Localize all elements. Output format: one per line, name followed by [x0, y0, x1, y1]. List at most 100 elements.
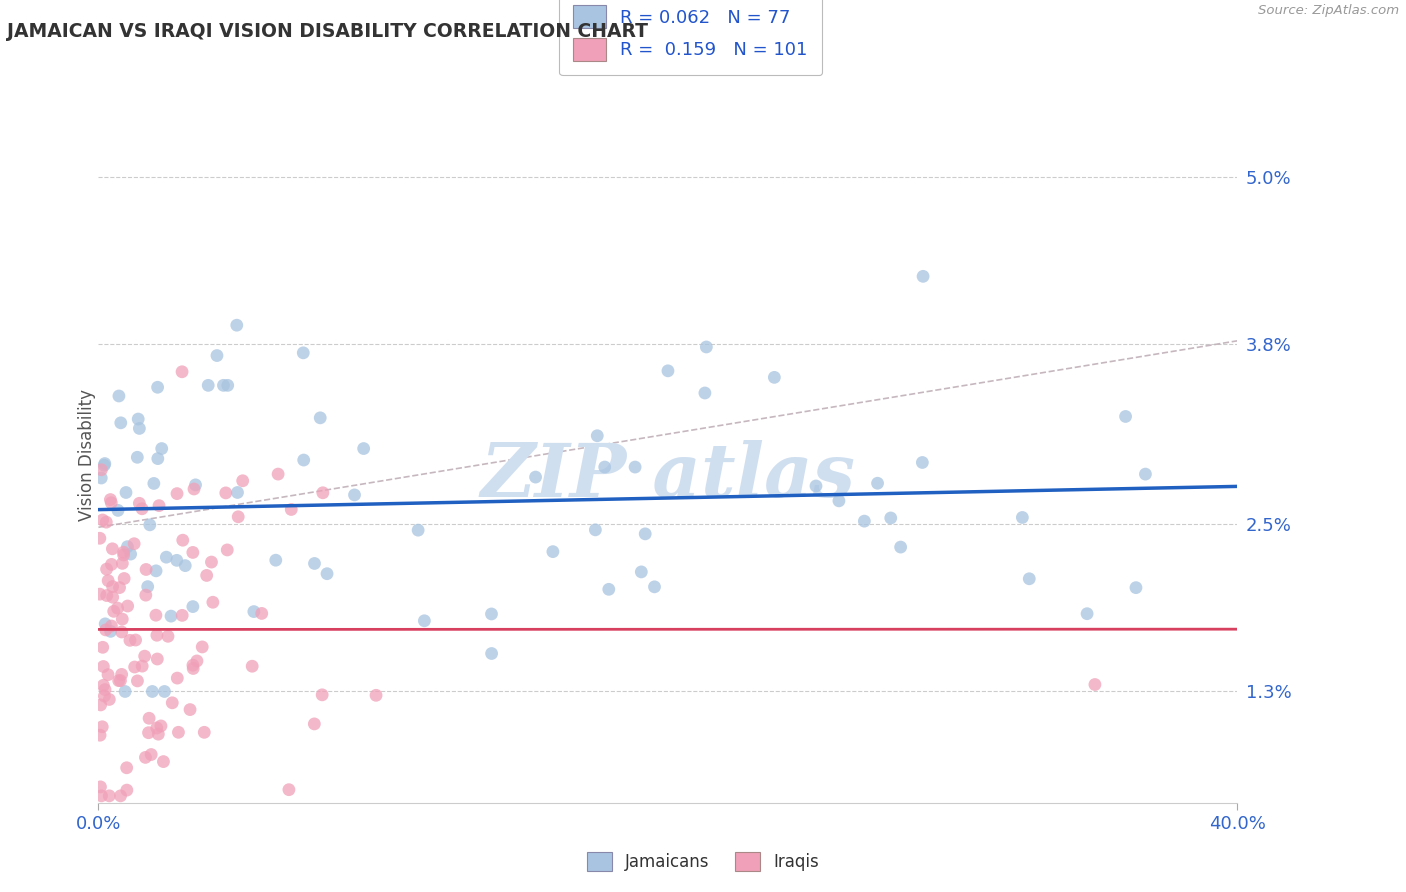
- Point: [1115, 409, 1137, 424]
- Point: [135, 588, 157, 602]
- Point: [148, 727, 170, 741]
- Point: [174, 558, 197, 573]
- Point: [96, 589, 118, 603]
- Point: [215, 486, 238, 500]
- Point: [162, 696, 184, 710]
- Point: [160, 609, 183, 624]
- Point: [89, 728, 111, 742]
- Point: [111, 557, 134, 571]
- Point: [131, 659, 153, 673]
- Text: Source: ZipAtlas.com: Source: ZipAtlas.com: [1258, 4, 1399, 18]
- Point: [90, 789, 112, 803]
- Point: [94, 616, 117, 631]
- Point: [200, 555, 222, 569]
- Point: [91, 640, 114, 655]
- Point: [644, 580, 666, 594]
- Point: [90, 471, 112, 485]
- Point: [1011, 510, 1033, 524]
- Point: [100, 558, 122, 572]
- Point: [98, 789, 121, 803]
- Point: [103, 604, 125, 618]
- Point: [134, 750, 156, 764]
- Point: [693, 386, 716, 401]
- Point: [108, 581, 131, 595]
- Point: [156, 629, 179, 643]
- Point: [110, 789, 132, 803]
- Point: [226, 509, 249, 524]
- Point: [217, 378, 239, 392]
- Point: [217, 543, 239, 558]
- Point: [94, 623, 117, 637]
- Point: [149, 719, 172, 733]
- Point: [593, 460, 616, 475]
- Point: [142, 476, 165, 491]
- Point: [311, 688, 333, 702]
- Point: [112, 548, 135, 562]
- Point: [128, 421, 150, 435]
- Point: [583, 523, 606, 537]
- Point: [136, 580, 159, 594]
- Point: [127, 412, 149, 426]
- Point: [97, 667, 120, 681]
- Point: [598, 582, 620, 597]
- Point: [304, 557, 326, 571]
- Point: [146, 451, 169, 466]
- Point: [153, 684, 176, 698]
- Point: [181, 545, 204, 559]
- Point: [114, 684, 136, 698]
- Point: [186, 654, 208, 668]
- Point: [117, 540, 139, 554]
- Point: [115, 485, 138, 500]
- Point: [316, 566, 339, 581]
- Point: [364, 688, 387, 702]
- Point: [866, 476, 889, 491]
- Point: [179, 703, 201, 717]
- Point: [193, 725, 215, 739]
- Point: [96, 562, 118, 576]
- Point: [243, 605, 266, 619]
- Point: [139, 517, 162, 532]
- Point: [124, 660, 146, 674]
- Y-axis label: Vision Disability: Vision Disability: [79, 389, 96, 521]
- Point: [191, 640, 214, 654]
- Point: [89, 780, 111, 794]
- Point: [138, 711, 160, 725]
- Point: [304, 717, 326, 731]
- Point: [1125, 581, 1147, 595]
- Point: [695, 340, 717, 354]
- Point: [93, 689, 115, 703]
- Point: [101, 541, 124, 556]
- Point: [890, 540, 912, 554]
- Point: [122, 537, 145, 551]
- Point: [657, 364, 679, 378]
- Point: [146, 628, 169, 642]
- Point: [150, 442, 173, 456]
- Point: [804, 479, 827, 493]
- Point: [97, 574, 120, 588]
- Point: [145, 564, 167, 578]
- Point: [624, 460, 647, 475]
- Point: [181, 658, 204, 673]
- Point: [127, 673, 149, 688]
- Point: [232, 474, 254, 488]
- Legend: R = 0.062   N = 77, R =  0.159   N = 101: R = 0.062 N = 77, R = 0.159 N = 101: [560, 0, 823, 75]
- Point: [353, 442, 375, 456]
- Point: [413, 614, 436, 628]
- Point: [131, 501, 153, 516]
- Point: [181, 599, 204, 614]
- Point: [912, 269, 935, 284]
- Point: [108, 389, 131, 403]
- Point: [267, 467, 290, 481]
- Point: [111, 624, 134, 639]
- Point: [183, 482, 205, 496]
- Text: JAMAICAN VS IRAQI VISION DISABILITY CORRELATION CHART: JAMAICAN VS IRAQI VISION DISABILITY CORR…: [7, 22, 648, 41]
- Point: [205, 349, 228, 363]
- Legend: Jamaicans, Iraqis: Jamaicans, Iraqis: [579, 843, 827, 880]
- Point: [212, 378, 235, 392]
- Point: [115, 783, 138, 797]
- Point: [541, 544, 564, 558]
- Point: [309, 410, 332, 425]
- Point: [118, 633, 141, 648]
- Point: [184, 478, 207, 492]
- Point: [134, 649, 156, 664]
